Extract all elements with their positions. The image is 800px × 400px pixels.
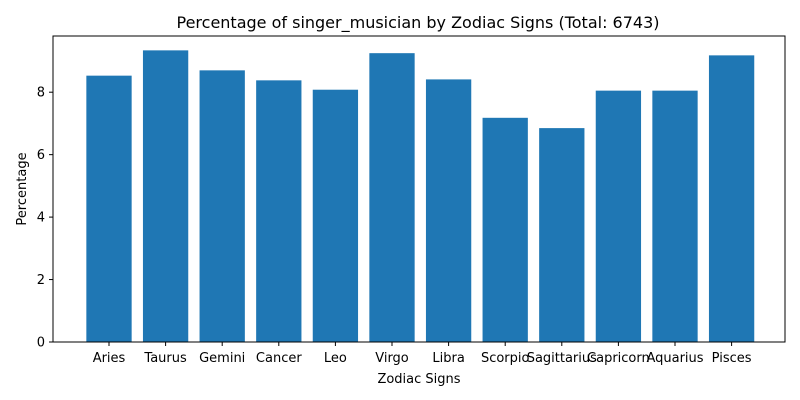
y-axis-ticks: 0 2 4 6 8	[37, 86, 53, 351]
plot-area-frame	[52, 35, 786, 343]
bar-scorpio	[482, 117, 528, 342]
x-axis-title: Zodiac Signs	[377, 372, 460, 387]
y-tick-label-6: 6	[37, 148, 45, 163]
y-tick-label-8: 8	[37, 86, 45, 101]
chart-title: Percentage of singer_musician by Zodiac …	[177, 13, 660, 33]
x-tick-label-pisces: Pisces	[712, 351, 752, 366]
bar-pisces	[708, 55, 755, 343]
x-tick-label-libra: Libra	[432, 351, 464, 366]
bar-aquarius	[652, 90, 698, 342]
bar-libra	[425, 79, 472, 343]
y-tick-label-0: 0	[37, 336, 45, 351]
bar-virgo	[369, 53, 415, 343]
bar-gemini	[199, 70, 245, 342]
y-axis-title: Percentage	[15, 152, 30, 225]
x-tick-label-aquarius: Aquarius	[646, 351, 703, 366]
bar-capricorn	[595, 90, 642, 342]
bar-aries	[86, 75, 132, 342]
x-tick-label-gemini: Gemini	[199, 351, 245, 366]
x-tick-label-aries: Aries	[93, 351, 126, 366]
y-tick-label-4: 4	[37, 211, 45, 226]
x-tick-label-sagittarius: Sagittarius	[527, 351, 597, 366]
bar-sagittarius	[539, 128, 585, 342]
bar-leo	[312, 89, 359, 343]
bars-layer	[86, 50, 755, 343]
x-tick-label-scorpio: Scorpio	[481, 351, 530, 366]
bar-taurus	[142, 50, 189, 343]
bar-cancer	[256, 80, 302, 342]
x-tick-label-cancer: Cancer	[256, 351, 302, 366]
x-tick-label-leo: Leo	[324, 351, 347, 366]
y-tick-label-2: 2	[37, 273, 45, 288]
x-axis-ticks: Aries Taurus Gemini Cancer Leo Virgo Libra Scor…	[93, 342, 752, 366]
x-tick-label-taurus: Taurus	[143, 351, 187, 366]
x-tick-label-virgo: Virgo	[375, 351, 409, 366]
x-tick-label-capricorn: Capricorn	[587, 351, 650, 366]
